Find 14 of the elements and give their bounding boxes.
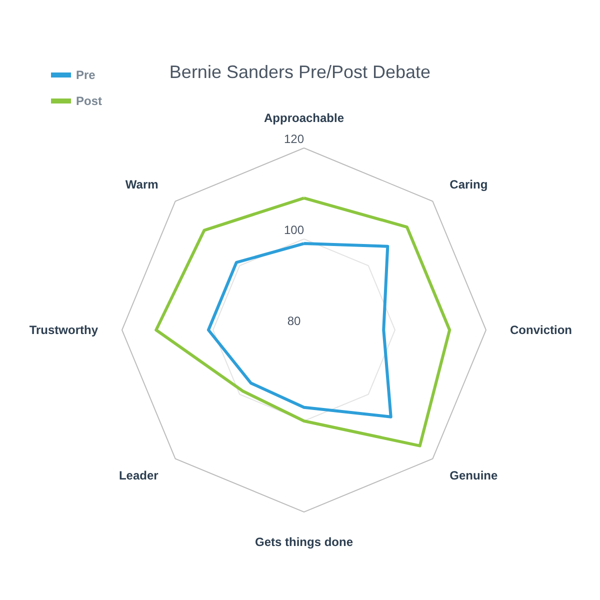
spoke-label: Leader [118,468,159,483]
spoke-label: Approachable [264,111,344,125]
spoke-label: Caring [450,177,488,192]
y-tick-label: 80 [287,314,301,328]
spoke-label: Trustworthy [29,323,98,337]
spoke-label: Warm [125,177,158,192]
legend-label: Post [76,94,102,108]
y-tick-label: 120 [284,132,304,146]
spoke-label: Genuine [450,468,498,483]
y-tick-label: 100 [284,223,304,237]
chart-title: Bernie Sanders Pre/Post Debate [169,62,431,82]
spoke-label: Conviction [510,323,572,337]
legend-label: Pre [76,68,96,82]
spoke-label: Gets things done [254,535,354,549]
